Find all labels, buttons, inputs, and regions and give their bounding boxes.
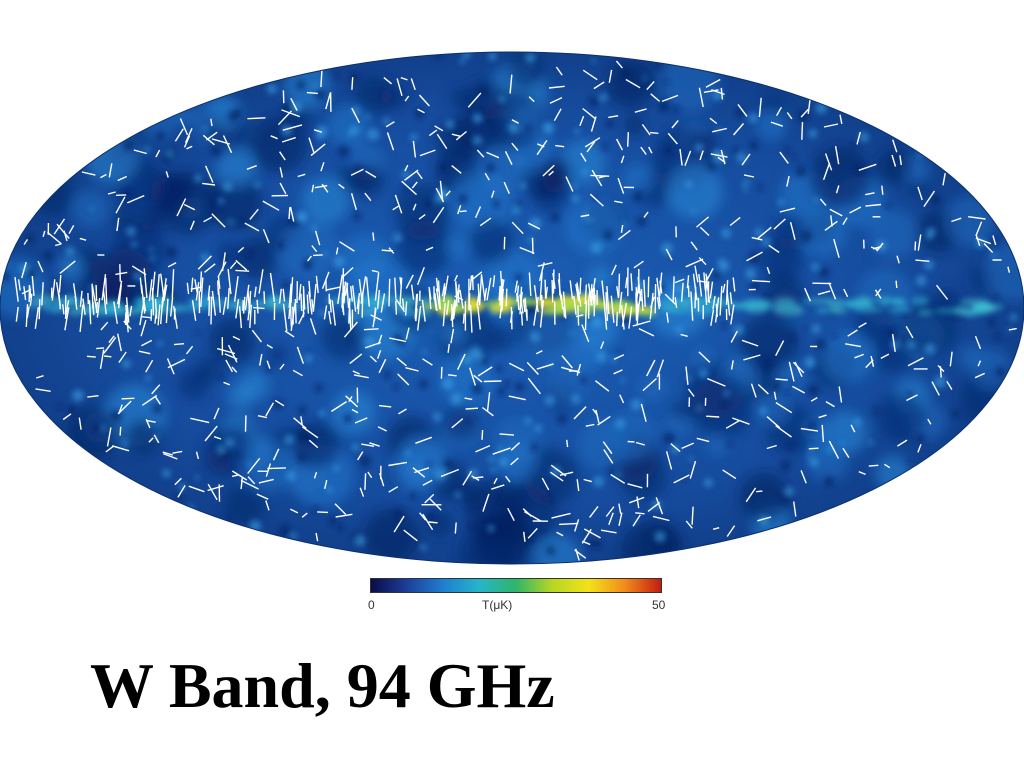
colorbar-max-label: 50 xyxy=(652,598,666,612)
colorbar-min-label: 0 xyxy=(368,598,375,612)
temperature-colorbar xyxy=(370,578,662,593)
slide-title: W Band, 94 GHz xyxy=(90,650,555,721)
colorbar-unit-label: T(μK) xyxy=(482,598,513,612)
all-sky-polarization-map xyxy=(0,51,1024,565)
